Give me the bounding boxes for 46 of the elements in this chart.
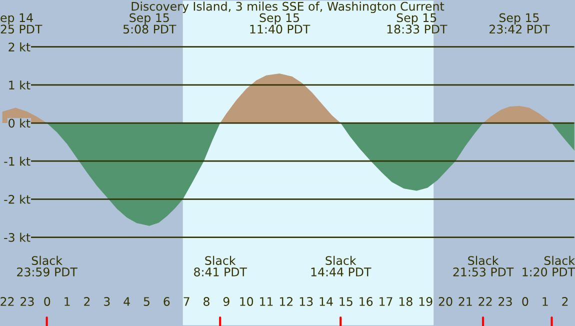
- y-tick-label: 1 kt: [9, 80, 30, 90]
- annotation: Slack 8:41 PDT: [194, 256, 247, 276]
- x-tick-label: 17: [380, 297, 392, 306]
- x-tick-label: 21: [458, 297, 472, 306]
- x-tick-label: 23: [20, 297, 34, 306]
- x-tick-label: 0: [44, 297, 50, 306]
- annotation: Sep 15 23:42 PDT: [489, 13, 550, 34]
- x-tick-label: 22: [0, 297, 14, 306]
- y-tick-label: -3 kt: [4, 232, 30, 242]
- y-tick-label: -2 kt: [4, 194, 30, 204]
- x-tick-label: 11: [260, 297, 273, 306]
- x-tick-label: 3: [104, 297, 110, 306]
- x-tick-label: 15: [340, 297, 352, 306]
- x-tick-label: 7: [184, 297, 190, 306]
- annotation: Slack 1:20 PDT: [522, 256, 575, 276]
- x-tick-label: 2: [562, 297, 568, 306]
- annotation: Sep 15 18:33 PDT: [387, 13, 448, 34]
- annotation: Slack 14:44 PDT: [311, 256, 372, 276]
- annotation: Slack 23:59 PDT: [17, 256, 78, 276]
- x-tick-label: 19: [419, 297, 432, 306]
- y-tick-label: 2 kt: [8, 42, 30, 52]
- x-tick-label: 4: [124, 297, 130, 306]
- annotation: Sep 15 5:08 PDT: [123, 13, 176, 34]
- x-tick-label: 18: [399, 297, 412, 306]
- x-tick-label: 22: [478, 297, 492, 306]
- x-tick-label: 14: [320, 297, 333, 306]
- x-tick-label: 16: [360, 297, 373, 306]
- x-tick-label: 12: [280, 297, 292, 306]
- y-tick-label: -1 kt: [4, 156, 30, 166]
- y-tick-label: 0 kt: [8, 118, 30, 128]
- x-tick-label: 5: [144, 297, 150, 306]
- x-tick-label: 0: [522, 297, 528, 306]
- x-tick-label: 8: [204, 297, 210, 306]
- x-tick-label: 23: [498, 297, 512, 306]
- annotation: Slack 21:53 PDT: [453, 256, 514, 276]
- x-tick-label: 9: [223, 297, 230, 306]
- x-tick-label: 10: [240, 297, 254, 306]
- x-tick-label: 1: [64, 297, 70, 306]
- x-tick-label: 6: [164, 297, 170, 306]
- x-tick-label: 20: [438, 297, 452, 306]
- chart-title: Discovery Island, 3 miles SSE of, Washington Current: [132, 2, 444, 14]
- x-tick-label: 1: [542, 297, 548, 306]
- x-tick-label: 13: [300, 297, 313, 306]
- x-tick-label: 2: [84, 297, 90, 306]
- annotation: Sep 15 11:40 PDT: [250, 13, 310, 34]
- annotation: ep 14 25 PDT: [0, 13, 42, 34]
